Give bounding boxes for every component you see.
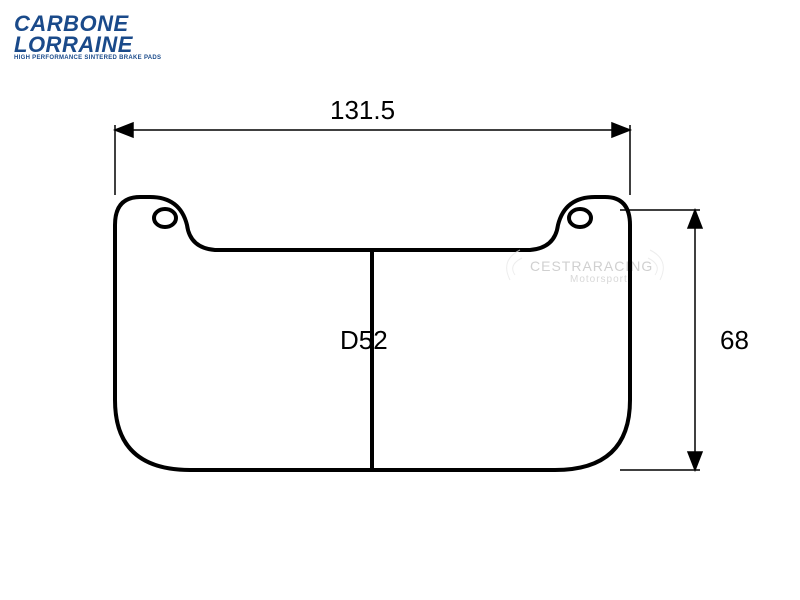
watermark-wreath <box>507 250 664 280</box>
dimension-height-label: 68 <box>720 325 749 356</box>
dimension-height <box>620 210 702 470</box>
dimension-width-label: 131.5 <box>330 95 395 126</box>
dimension-width <box>115 123 630 195</box>
brake-pad-diagram <box>0 0 800 600</box>
part-label: D52 <box>340 325 388 356</box>
